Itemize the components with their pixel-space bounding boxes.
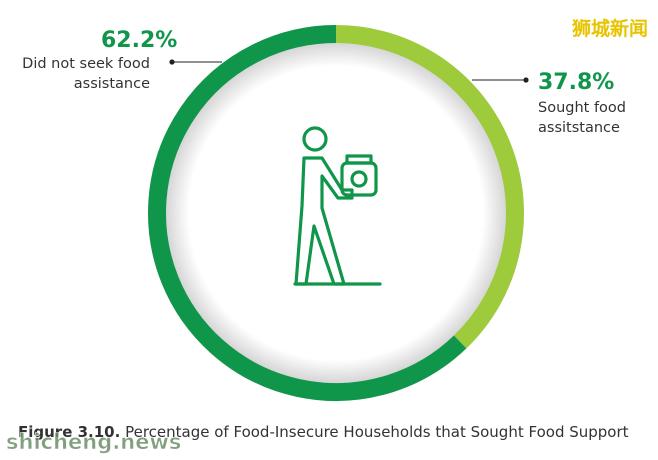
value-label: 62.2% — [101, 28, 178, 53]
slice-label: Did not seek food assistance — [22, 56, 150, 92]
value-label: 37.8% — [538, 70, 615, 95]
donut-slice — [335, 25, 524, 349]
figure-label: Figure 3.10. — [18, 423, 121, 441]
donut-slice — [148, 25, 467, 401]
donut-hole — [165, 42, 507, 384]
donut — [148, 25, 524, 401]
caption: Figure 3.10. Percentage of Food-Insecure… — [18, 423, 629, 441]
icon — [293, 126, 382, 286]
slice-label: Sought food assitstance — [538, 100, 627, 136]
chart-title: Percentage of Food-Insecure Households t… — [125, 423, 629, 441]
watermark: shicheng.news — [6, 430, 182, 455]
watermark: 狮城新闻 — [572, 18, 649, 40]
